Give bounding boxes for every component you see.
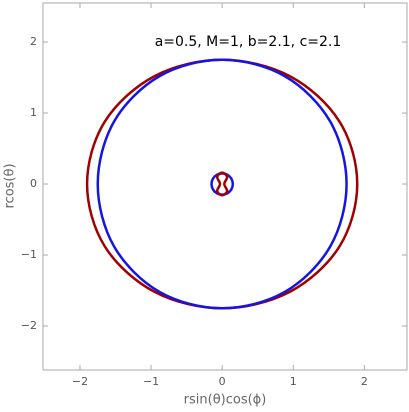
y-tick-label: −2: [21, 319, 37, 332]
curve: [85, 58, 359, 310]
x-axis-label: rsin(θ)cos(ϕ): [184, 393, 267, 408]
y-axis-label: rcos(θ): [3, 163, 18, 208]
plot-frame: [42, 2, 408, 371]
curve: [215, 171, 229, 197]
y-tick-label: −1: [21, 248, 37, 261]
x-tick-label: 0: [219, 375, 226, 388]
curve: [210, 172, 235, 196]
x-tick-label: 2: [361, 375, 368, 388]
x-tick-label: −1: [143, 375, 159, 388]
y-tick-label: 0: [30, 177, 37, 190]
annotation: a=0.5, M=1, b=2.1, c=2.1: [155, 34, 342, 50]
curve: [96, 58, 348, 310]
y-tick-label: 1: [30, 106, 37, 119]
x-tick-label: −2: [72, 375, 88, 388]
x-tick-label: 1: [290, 375, 297, 388]
y-tick-label: 2: [30, 35, 37, 48]
